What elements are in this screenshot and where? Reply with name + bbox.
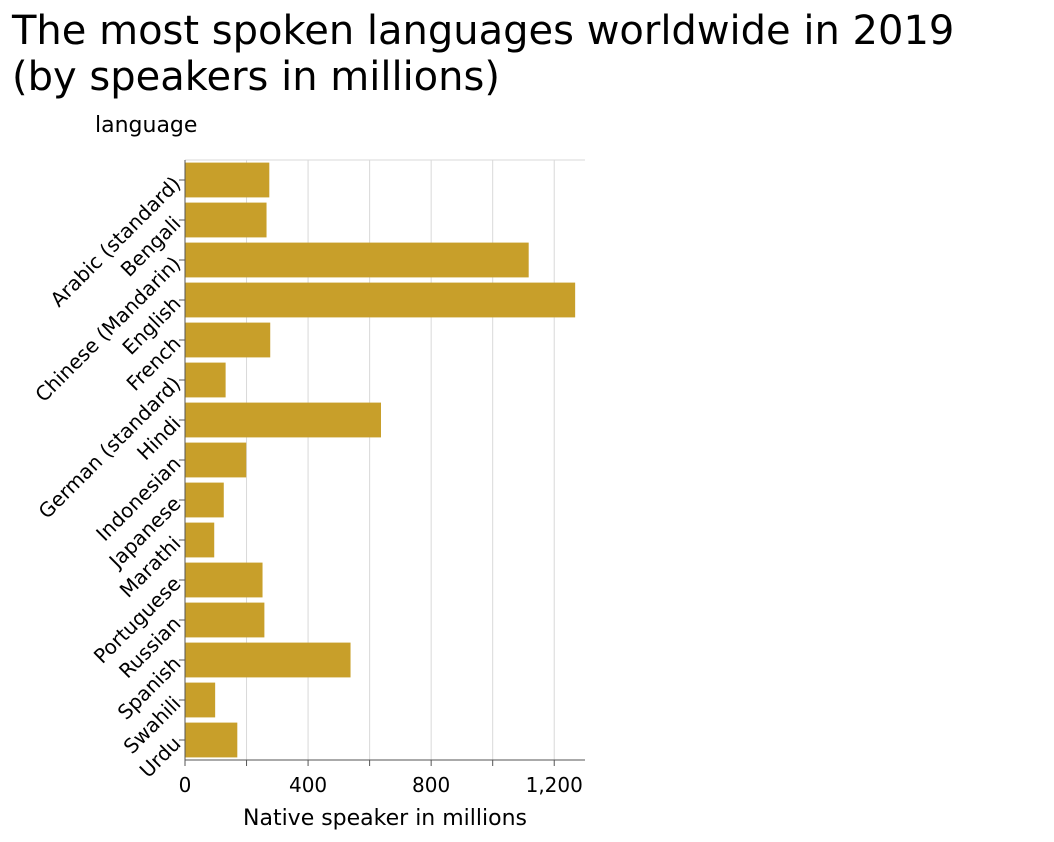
bar <box>185 642 351 678</box>
x-axis-label: Native speaker in millions <box>243 806 527 831</box>
bar <box>185 682 216 718</box>
bar <box>185 162 270 198</box>
x-tick-labels: 0 400 800 1,200 <box>179 760 583 797</box>
x-tick-label: 800 <box>412 773 450 797</box>
bar <box>185 442 247 478</box>
bar <box>185 322 271 358</box>
x-tick-label: 0 <box>179 773 192 797</box>
bar <box>185 362 226 398</box>
chart-title-line-1: The most spoken languages worldwide in 2… <box>12 8 955 54</box>
bar <box>185 242 529 278</box>
chart-title-line-2: (by speakers in millions) <box>12 54 500 100</box>
bar <box>185 282 576 318</box>
bar <box>185 482 224 518</box>
x-tick-label: 1,200 <box>526 773 583 797</box>
bar <box>185 202 267 238</box>
chart-title: The most spoken languages worldwide in 2… <box>12 8 954 100</box>
bar <box>185 402 381 438</box>
bar <box>185 522 215 558</box>
bar <box>185 602 265 638</box>
x-tick-label: 400 <box>289 773 327 797</box>
bar <box>185 562 263 598</box>
bars <box>185 162 576 758</box>
bar <box>185 722 238 758</box>
y-axis-label: language <box>95 113 197 138</box>
